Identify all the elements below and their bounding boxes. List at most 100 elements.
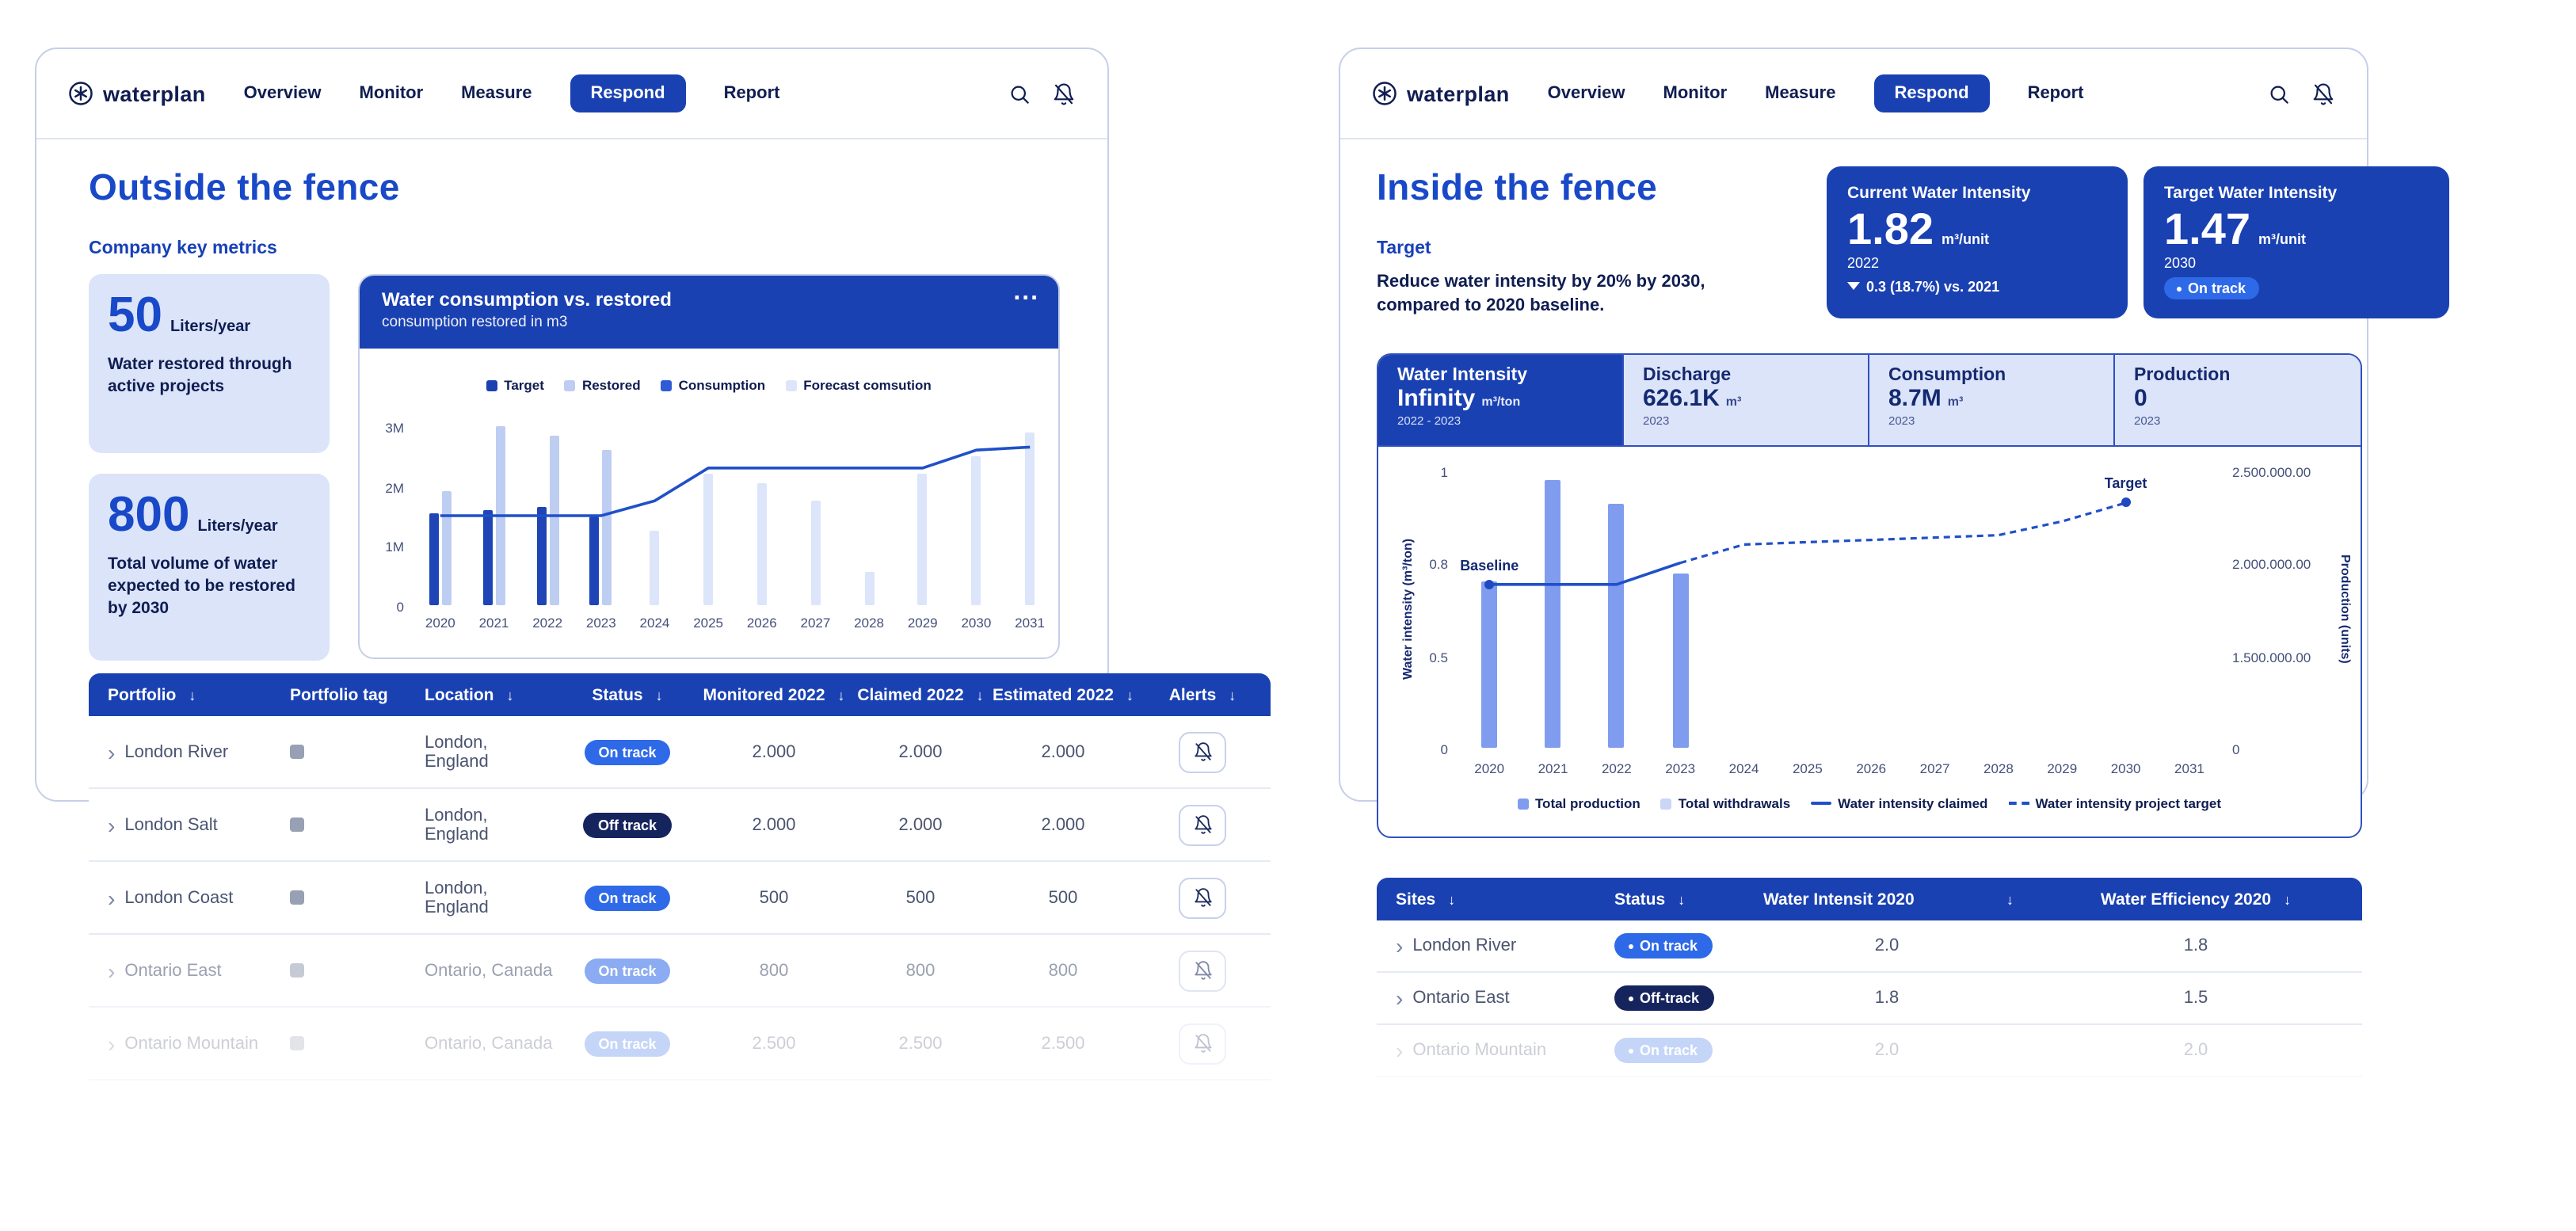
metric-tabs: Water Intensity Infinity m³/ton 2022 - 20… — [1378, 355, 2361, 447]
alerts-button[interactable] — [1179, 804, 1226, 845]
col-claimed[interactable]: Claimed 2022 ↓ — [857, 685, 984, 704]
chart-subtitle: consumption restored in m3 — [382, 314, 568, 331]
search-icon[interactable] — [2267, 82, 2291, 105]
notifications-muted-icon[interactable] — [1052, 82, 1076, 105]
forecast-bar — [917, 474, 928, 605]
estimated-value: 2.000 — [1041, 742, 1085, 761]
restored-bar — [549, 435, 559, 605]
dashed-line-swatch — [2008, 802, 2029, 805]
expand-chevron-icon[interactable]: › — [1396, 933, 1404, 959]
expand-chevron-icon[interactable]: › — [108, 812, 116, 837]
forecast-bar — [756, 482, 767, 605]
table-row[interactable]: › London Salt London, England Off track 2… — [89, 789, 1271, 862]
nav-overview[interactable]: Overview — [243, 84, 322, 103]
portfolio-table-header: Portfolio ↓ Portfolio tag Location ↓ Statu… — [89, 673, 1271, 716]
x-axis-label: 2024 — [639, 615, 670, 631]
x-axis-label: 2031 — [2174, 760, 2204, 776]
forecast-bar — [971, 455, 981, 605]
search-icon[interactable] — [1008, 82, 1031, 105]
expand-chevron-icon[interactable]: › — [108, 1031, 116, 1056]
nav-report[interactable]: Report — [723, 84, 780, 103]
claimed-value: 800 — [905, 961, 936, 980]
alerts-button[interactable] — [1179, 950, 1226, 991]
table-row[interactable]: › London Coast London, England On track 5… — [89, 862, 1271, 935]
col-location[interactable]: Location ↓ — [425, 685, 514, 704]
tab-water-intensity[interactable]: Water Intensity Infinity m³/ton 2022 - 20… — [1378, 355, 1624, 447]
expand-chevron-icon[interactable]: › — [1396, 985, 1404, 1011]
nav-monitor[interactable]: Monitor — [1663, 84, 1728, 103]
nav-monitor[interactable]: Monitor — [359, 84, 424, 103]
alerts-button[interactable] — [1179, 877, 1226, 918]
portfolio-table: Portfolio ↓ Portfolio tag Location ↓ Statu… — [89, 673, 1271, 1080]
expand-chevron-icon[interactable]: › — [108, 958, 116, 983]
nav-respond[interactable]: Respond — [1873, 74, 1990, 112]
withdrawals-swatch — [1660, 798, 1672, 809]
portfolio-tag-icon — [290, 1036, 304, 1050]
sort-icon: ↓ — [2284, 891, 2292, 907]
kpi-target-water-intensity: Target Water Intensity 1.47 m³/unit 2030… — [2143, 166, 2449, 318]
consumption-chart-plot: 3M 2M 1M 0 — [385, 420, 1057, 615]
location: London, England — [425, 806, 489, 844]
forecast-swatch — [786, 379, 798, 391]
col-sites[interactable]: Sites ↓ — [1396, 890, 1456, 909]
tab-consumption[interactable]: Consumption 8.7M m³ 2023 — [1869, 355, 2115, 447]
table-row[interactable]: › Ontario Mountain Ontario, Canada On tra… — [89, 1008, 1271, 1080]
chart-menu-icon[interactable]: ... — [1013, 279, 1039, 306]
col-monitored[interactable]: Monitored 2022 ↓ — [703, 685, 845, 704]
monitored-value: 2.000 — [752, 815, 796, 834]
metric-value: 800 — [108, 486, 190, 542]
legend-item-consumption: Consumption — [661, 377, 765, 393]
y-axis-tick: 0 — [396, 599, 404, 615]
status-badge: Off track — [583, 812, 671, 837]
tab-production[interactable]: Production 0 2023 — [2115, 355, 2361, 447]
table-row[interactable]: › Ontario East Ontario, Canada On track 8… — [89, 935, 1271, 1008]
col-alerts[interactable]: Alerts ↓ — [1168, 685, 1237, 704]
table-row[interactable]: › Ontario Mountain On track 2.0 2.0 — [1377, 1025, 2362, 1077]
nav-overview[interactable]: Overview — [1547, 84, 1625, 103]
expand-chevron-icon[interactable]: › — [1396, 1038, 1404, 1063]
expand-chevron-icon[interactable]: › — [108, 739, 116, 764]
table-row[interactable]: › London River On track 2.0 1.8 — [1377, 920, 2362, 973]
production-bar — [1545, 479, 1561, 748]
nav-measure[interactable]: Measure — [461, 84, 532, 103]
nav-report[interactable]: Report — [2027, 84, 2084, 103]
location: London, England — [425, 733, 489, 771]
status-badge: On track — [584, 958, 671, 983]
col-water-intensity[interactable]: Water Intensit 2020 ↓ — [1763, 890, 2014, 909]
col-portfolio[interactable]: Portfolio ↓ — [108, 685, 196, 704]
consumption-chart-legend: Target Restored Consumption Forecast com… — [360, 377, 1058, 393]
notifications-muted-icon[interactable] — [2311, 82, 2335, 105]
col-estimated[interactable]: Estimated 2022 ↓ — [993, 685, 1134, 704]
alerts-button[interactable] — [1179, 731, 1226, 772]
left-axis-tick: 0 — [1440, 741, 1448, 757]
col-water-efficiency[interactable]: Water Efficiency 2020 ↓ — [2100, 890, 2292, 909]
metric-description: Water restored through active projects — [108, 354, 292, 396]
company-key-metrics-label: Company key metrics — [89, 239, 277, 258]
efficiency-value: 1.5 — [2183, 989, 2208, 1008]
x-axis-label: 2022 — [532, 615, 563, 631]
bell-muted-icon — [1194, 888, 1211, 907]
table-row[interactable]: › Ontario East Off-track 1.8 1.5 — [1377, 973, 2362, 1025]
app-header-right: waterplan Overview Monitor Measure Respo… — [1340, 49, 2367, 139]
legend-item-withdrawals: Total withdrawals — [1660, 795, 1790, 811]
y-axis-tick: 2M — [385, 479, 404, 496]
alerts-button[interactable] — [1179, 1023, 1226, 1064]
tab-discharge[interactable]: Discharge 626.1K m³ 2023 — [1624, 355, 1869, 447]
col-status[interactable]: Status ↓ — [1614, 890, 1686, 909]
sort-icon: ↓ — [655, 687, 663, 703]
table-row[interactable]: › London River London, England On track 2… — [89, 716, 1271, 789]
kpi-label: Current Water Intensity — [1847, 184, 2031, 203]
nav-measure[interactable]: Measure — [1765, 84, 1836, 103]
col-portfolio-tag[interactable]: Portfolio tag — [290, 685, 388, 704]
nav-respond[interactable]: Respond — [570, 74, 686, 112]
intensity-chart-plot: 1 0.8 0.5 0 2.500.000.00 2.000.000.00 1.500.00… — [1429, 464, 2311, 757]
site-name: Ontario Mountain — [1412, 1041, 1547, 1060]
sites-table-header: Sites ↓ Status ↓ Water Intensit 2020 ↓ Wate… — [1377, 878, 2362, 920]
forecast-bar — [703, 474, 714, 605]
monitored-value: 2.500 — [752, 1034, 796, 1053]
legend-item-production: Total production — [1517, 795, 1640, 811]
x-axis-label: 2024 — [1728, 760, 1759, 776]
consumption-chart-x-axis: 2020 2021 2022 2023 2024 2025 2026 2027 2028 2029… — [413, 615, 1057, 631]
expand-chevron-icon[interactable]: › — [108, 885, 116, 910]
col-status[interactable]: Status ↓ — [592, 685, 663, 704]
